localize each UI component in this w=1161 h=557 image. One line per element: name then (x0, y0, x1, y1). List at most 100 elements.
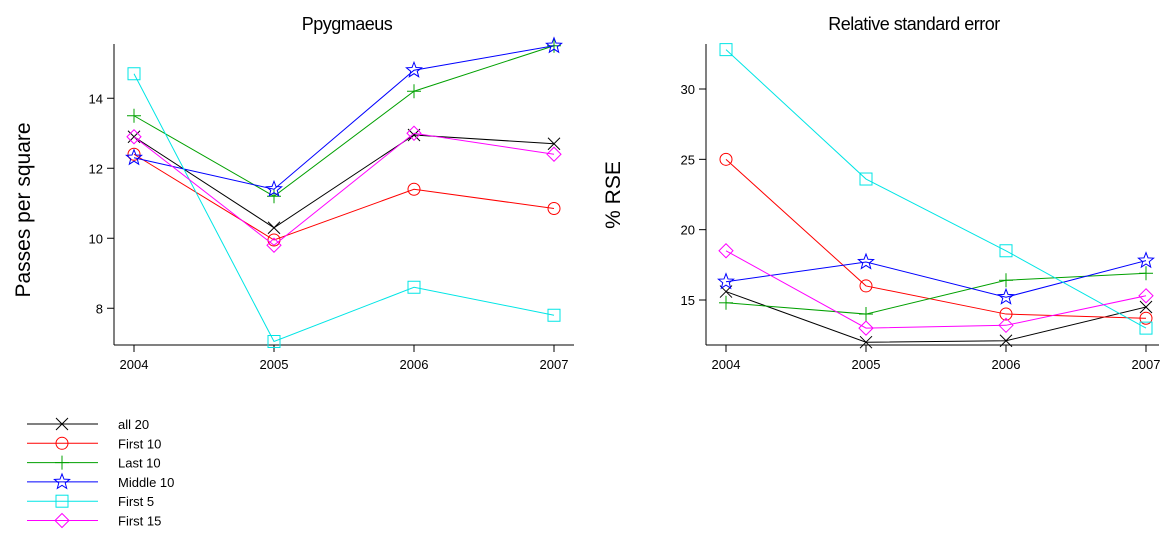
legend: all 20 First 10 Last 10 Middle 10 First 5 Fir… (27, 417, 174, 529)
series-line (725, 260, 1147, 298)
legend-item: First 10 (27, 436, 161, 451)
series-all-20 (127, 128, 561, 235)
y-tick-label: 20 (681, 223, 695, 238)
legend-label: First 5 (118, 494, 154, 509)
legend-marker (55, 455, 69, 470)
data-point-marker (719, 295, 733, 310)
series-line (725, 158, 1147, 319)
legend-label: First 15 (118, 514, 161, 529)
legend-item: First 15 (27, 512, 161, 529)
legend-label: all 20 (118, 417, 149, 432)
series-line (133, 45, 555, 197)
data-point-marker (545, 36, 563, 54)
legend-item: First 5 (27, 494, 154, 509)
data-point-marker (407, 128, 421, 142)
data-point-marker (407, 84, 421, 99)
chart-title: Relative standard error (828, 14, 1000, 34)
series-line (725, 291, 1147, 343)
legend-label: Middle 10 (118, 475, 174, 490)
series-first-15 (126, 125, 562, 253)
data-point-marker (718, 243, 734, 259)
data-point-marker (859, 172, 873, 186)
x-ticks: 2004 2005 2006 2007 (120, 345, 569, 372)
series-first-10 (719, 152, 1153, 325)
y-tick-label: 8 (96, 301, 103, 316)
data-point-marker (266, 237, 282, 253)
legend-item: Middle 10 (27, 472, 174, 490)
data-point-marker (717, 272, 735, 290)
series-line (725, 272, 1147, 315)
data-point-marker (405, 60, 423, 78)
data-point-marker (999, 244, 1013, 258)
data-point-marker (127, 147, 141, 161)
data-point-marker (547, 202, 561, 215)
series-line (133, 153, 555, 241)
chart-panel-passes: Ppygmaeus Passes per square 8 10 12 14 2004… (12, 14, 574, 372)
series-first-10 (127, 147, 561, 247)
y-axis-label: % RSE (602, 161, 625, 229)
y-axis-label: Passes per square (12, 122, 35, 297)
data-point-marker (719, 152, 733, 166)
series-first-5 (719, 43, 1153, 335)
series-group (125, 36, 563, 348)
x-ticks: 2004 2005 2006 2007 (712, 345, 1161, 372)
x-tick-label: 2005 (260, 357, 289, 372)
data-point-marker (547, 137, 561, 151)
data-point-marker (858, 320, 874, 336)
data-point-marker (127, 67, 141, 81)
series-all-20 (719, 285, 1153, 349)
chart-title: Ppygmaeus (302, 14, 393, 34)
series-last-10 (127, 38, 561, 204)
legend-item: all 20 (27, 417, 149, 432)
series-group (717, 43, 1155, 349)
y-tick-label: 25 (681, 152, 695, 167)
x-tick-label: 2005 (852, 357, 881, 372)
series-first-15 (718, 243, 1154, 336)
legend-marker (53, 472, 71, 490)
data-point-marker (407, 280, 421, 294)
data-point-marker (1139, 300, 1153, 314)
x-tick-label: 2007 (540, 357, 569, 372)
data-point-marker (999, 273, 1013, 288)
data-point-marker (547, 308, 561, 322)
y-tick-label: 15 (681, 293, 695, 308)
x-tick-label: 2007 (1132, 357, 1161, 372)
data-point-marker (546, 146, 562, 162)
y-ticks: 15 20 25 30 (681, 82, 706, 308)
series-line (725, 250, 1147, 329)
data-point-marker (267, 221, 281, 235)
series-line (725, 49, 1147, 329)
series-line (133, 132, 555, 246)
data-point-marker (125, 148, 143, 166)
data-point-marker (857, 252, 875, 270)
legend-item: Last 10 (27, 455, 161, 471)
data-point-marker (999, 307, 1013, 321)
data-point-marker (999, 334, 1013, 348)
data-point-marker (998, 317, 1014, 334)
data-point-marker (265, 179, 283, 197)
data-point-marker (127, 108, 141, 123)
x-tick-label: 2004 (120, 357, 149, 372)
series-line (133, 73, 555, 343)
data-point-marker (1138, 288, 1154, 304)
legend-marker (54, 512, 70, 529)
x-tick-label: 2004 (712, 357, 741, 372)
y-tick-label: 14 (89, 91, 103, 106)
legend-marker (55, 494, 69, 508)
data-point-marker (719, 43, 733, 57)
legend-marker (55, 436, 69, 450)
legend-label: First 10 (118, 436, 161, 451)
series-first-5 (127, 67, 561, 348)
data-point-marker (1137, 251, 1155, 269)
series-line (133, 134, 555, 229)
data-point-marker (859, 279, 873, 293)
x-tick-label: 2006 (400, 357, 429, 372)
data-point-marker (997, 287, 1015, 305)
y-tick-label: 12 (89, 161, 103, 176)
series-last-10 (719, 266, 1153, 322)
series-middle-10 (125, 36, 563, 197)
data-point-marker (267, 335, 281, 348)
data-point-marker (126, 129, 142, 145)
data-point-marker (1139, 266, 1153, 281)
